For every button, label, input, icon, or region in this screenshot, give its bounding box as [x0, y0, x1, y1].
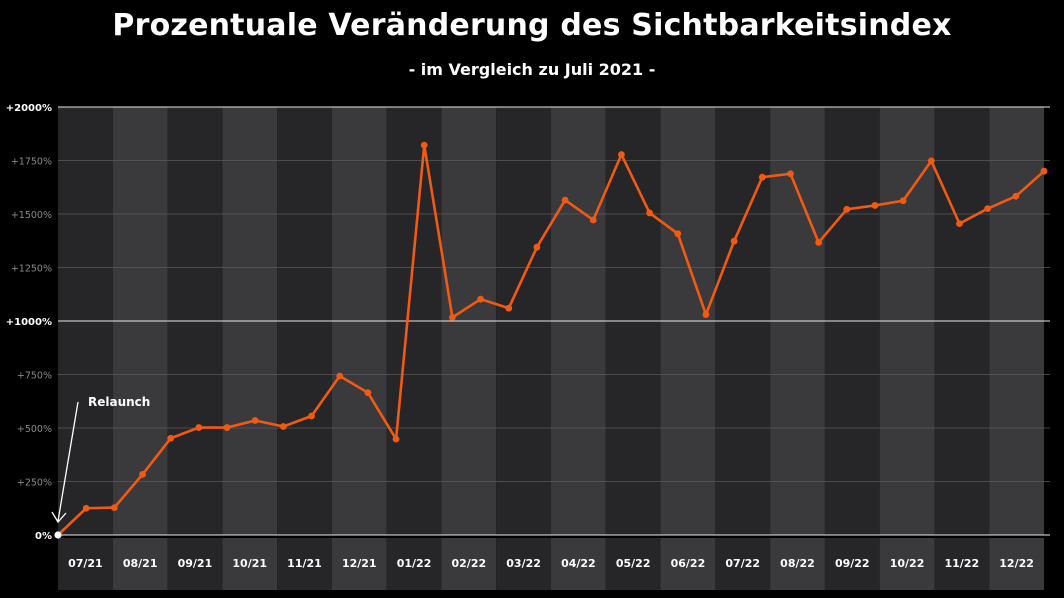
x-tick-label: 06/22	[671, 557, 706, 570]
x-label-cell	[277, 538, 332, 590]
data-point	[674, 230, 682, 238]
data-point	[392, 435, 400, 443]
data-point	[505, 304, 513, 312]
y-tick-label: +750%	[17, 371, 52, 382]
data-point	[336, 372, 344, 380]
x-label-cell	[496, 538, 551, 590]
origin-point	[54, 531, 62, 539]
data-point	[449, 313, 456, 321]
x-tick-label: 10/22	[890, 557, 925, 570]
data-point	[167, 434, 175, 442]
data-point	[251, 417, 259, 424]
data-point	[815, 239, 823, 246]
data-point	[1040, 167, 1048, 175]
data-point	[871, 202, 879, 209]
data-point	[984, 205, 992, 213]
data-point	[956, 220, 963, 228]
data-point	[758, 173, 766, 181]
x-tick-label: 12/22	[999, 557, 1034, 570]
data-point	[477, 295, 484, 303]
x-tick-label: 12/21	[342, 557, 377, 570]
x-label-cell	[715, 538, 771, 590]
annotation-arrowhead	[51, 511, 67, 524]
x-label-cell	[989, 538, 1044, 590]
data-point	[702, 311, 710, 318]
x-tick-label: 04/22	[561, 557, 596, 570]
x-label-cell	[770, 538, 825, 590]
data-point	[308, 412, 315, 420]
annotation-label: Relaunch	[88, 395, 150, 409]
x-label-cell	[824, 538, 880, 590]
x-label-cell	[441, 538, 497, 590]
x-tick-label: 07/22	[725, 557, 760, 570]
chart-title: Prozentuale Veränderung des Sichtbarkeit…	[112, 8, 952, 43]
x-tick-label: 01/22	[397, 557, 432, 570]
y-tick-label: +1750%	[11, 157, 52, 168]
x-tick-label: 10/21	[232, 557, 267, 570]
x-label-cell	[222, 538, 278, 590]
chart-subtitle: - im Vergleich zu Juli 2021 -	[408, 60, 656, 79]
x-tick-label: 08/21	[123, 557, 158, 570]
x-tick-label: 09/21	[178, 557, 213, 570]
data-point	[787, 170, 794, 178]
data-point	[927, 157, 935, 165]
data-point	[533, 243, 541, 251]
data-point	[1012, 192, 1020, 200]
y-tick-label: +1250%	[11, 264, 52, 275]
data-point	[364, 389, 372, 397]
data-point	[730, 237, 738, 245]
data-point	[82, 504, 90, 512]
x-tick-label: 07/21	[68, 557, 103, 570]
x-label-cell	[167, 538, 223, 590]
y-tick-label: +1000%	[6, 317, 52, 328]
x-label-cell	[605, 538, 661, 590]
y-tick-label: +250%	[17, 478, 52, 489]
data-point	[589, 216, 597, 224]
y-tick-label: +1500%	[11, 210, 52, 221]
x-label-cell	[58, 538, 113, 590]
data-point	[843, 205, 851, 213]
x-tick-label: 02/22	[452, 557, 487, 570]
data-point	[195, 424, 203, 431]
x-label-cell	[879, 538, 935, 590]
x-tick-label: 08/22	[780, 557, 815, 570]
series-line	[57, 143, 1045, 536]
x-label-cell	[660, 538, 716, 590]
data-point	[420, 141, 428, 149]
x-label-cell	[551, 538, 606, 590]
x-label-cell	[934, 538, 990, 590]
y-tick-label: +500%	[17, 424, 52, 435]
x-tick-label: 11/21	[287, 557, 322, 570]
data-point	[899, 197, 907, 205]
y-tick-label: 0%	[35, 531, 52, 542]
x-tick-label: 09/22	[835, 557, 870, 570]
data-point	[139, 471, 146, 478]
data-point	[618, 151, 625, 158]
x-label-cell	[112, 538, 168, 590]
x-tick-label: 05/22	[616, 557, 651, 570]
annotation-arrow	[57, 401, 79, 522]
data-point	[110, 504, 118, 512]
data-point	[279, 423, 287, 430]
y-tick-label: +2000%	[6, 103, 52, 114]
x-label-cell	[331, 538, 387, 590]
x-tick-label: 11/22	[945, 557, 980, 570]
data-point	[223, 424, 231, 431]
data-point	[646, 209, 653, 217]
x-label-cell	[386, 538, 442, 590]
data-point	[561, 196, 569, 204]
x-tick-label: 03/22	[506, 557, 541, 570]
